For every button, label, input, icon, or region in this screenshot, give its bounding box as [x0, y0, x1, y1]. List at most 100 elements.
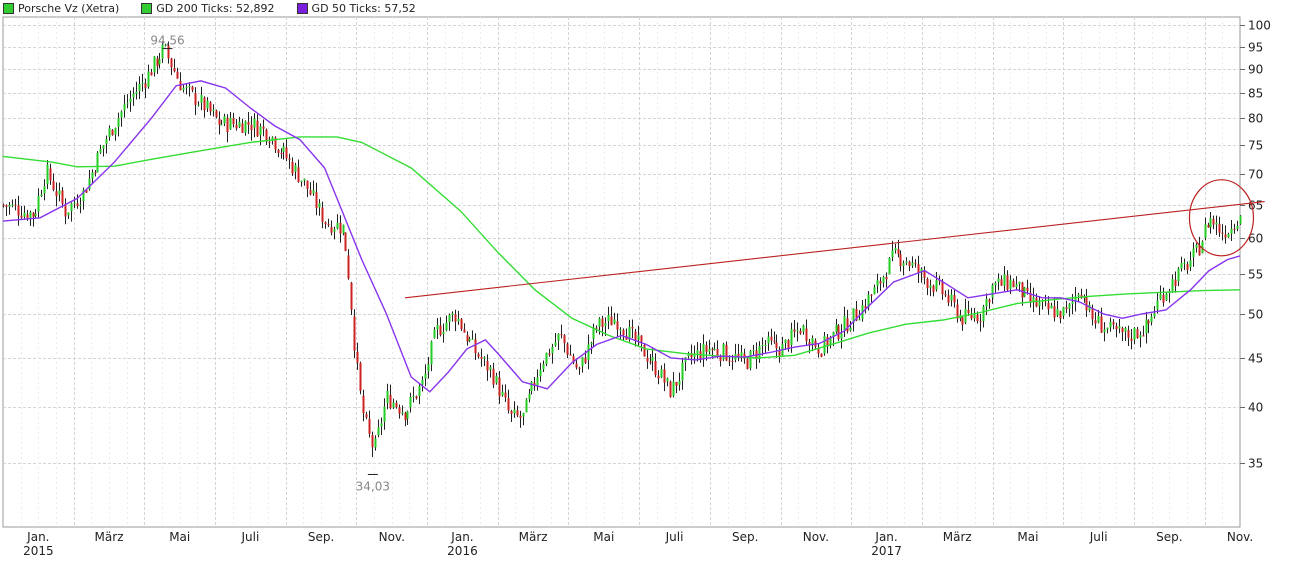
candle-body: [460, 319, 463, 330]
candle-body: [1112, 321, 1115, 325]
candle-body: [722, 343, 725, 360]
candle-body: [265, 129, 268, 142]
candle-body: [170, 58, 173, 68]
candle-body: [894, 248, 897, 251]
candle-body: [581, 357, 584, 367]
x-tick-label: Sep.: [732, 530, 758, 544]
candle-body: [817, 348, 820, 354]
y-tick-label: 70: [1248, 168, 1263, 182]
candle-body: [604, 323, 607, 327]
candle-body: [542, 364, 545, 370]
candle-body: [20, 215, 23, 218]
candle-body: [932, 285, 935, 293]
candle-body: [967, 309, 970, 314]
candle-body: [161, 44, 164, 59]
candle-body: [377, 427, 380, 436]
candle-body: [274, 137, 277, 150]
candle-body: [26, 214, 29, 219]
candle-body: [513, 409, 516, 414]
candle-body: [560, 334, 563, 336]
candle-body: [740, 352, 743, 356]
candle-body: [297, 167, 300, 182]
candle-body: [61, 190, 64, 204]
candle-body: [73, 202, 76, 204]
candle-body: [713, 348, 716, 350]
candle-body: [737, 353, 740, 357]
y-tick-label: 90: [1248, 63, 1263, 77]
chart-legend: Porsche Vz (Xetra) GD 200 Ticks: 52,892 …: [3, 1, 416, 15]
candle-body: [846, 318, 849, 332]
candle-body: [811, 338, 814, 346]
candle-body: [235, 124, 238, 129]
candle-body: [91, 172, 94, 179]
candle-body: [849, 327, 852, 331]
candle-body: [1195, 244, 1198, 248]
candle-body: [1207, 225, 1210, 228]
candle-body: [1000, 279, 1003, 286]
candle-body: [282, 146, 285, 152]
candle-body: [1018, 281, 1021, 285]
candle-body: [158, 59, 161, 65]
candle-body: [256, 120, 259, 137]
candle-body: [1065, 307, 1068, 310]
candle-body: [770, 336, 773, 341]
x-tick-label: Jan.: [450, 530, 473, 544]
candle-body: [920, 269, 923, 273]
candle-body: [277, 149, 280, 153]
candle-body: [666, 378, 669, 382]
candle-body: [206, 100, 209, 109]
candle-body: [129, 98, 132, 103]
candle-body: [864, 306, 867, 309]
candle-body: [719, 356, 722, 361]
candle-body: [1021, 282, 1024, 298]
candle-body: [324, 222, 327, 225]
x-tick-label: Juli: [1089, 530, 1108, 544]
candle-body: [312, 190, 315, 194]
candle-body: [891, 250, 894, 258]
candle-body: [108, 128, 111, 137]
candle-body: [353, 316, 356, 351]
candle-body: [427, 364, 430, 372]
candle-body: [1059, 311, 1062, 319]
candle-body: [773, 340, 776, 342]
candle-body: [545, 352, 548, 364]
candle-body: [1165, 293, 1168, 301]
candle-body: [76, 203, 79, 206]
candle-body: [37, 196, 40, 212]
candle-body: [1145, 319, 1148, 334]
candle-body: [796, 330, 799, 332]
candle-body: [374, 438, 377, 448]
candle-body: [280, 153, 283, 155]
candle-body: [14, 204, 17, 206]
x-year-label: 2016: [447, 544, 478, 558]
legend-label-gd200: GD 200 Ticks: 52,892: [156, 1, 275, 15]
candle-body: [498, 377, 501, 397]
candle-body: [997, 278, 1000, 282]
candle-body: [1115, 325, 1118, 330]
gd50-line: [2, 80, 1241, 393]
candle-body: [563, 335, 566, 344]
candle-body: [646, 357, 649, 362]
candle-body: [533, 382, 536, 386]
candle-body: [11, 204, 14, 206]
candle-body: [309, 190, 312, 195]
candle-body: [1050, 305, 1053, 309]
candle-body: [858, 319, 861, 321]
y-tick-label: 45: [1248, 352, 1263, 366]
y-tick-label: 55: [1248, 268, 1263, 282]
candle-body: [1156, 300, 1159, 310]
candle-body: [607, 315, 610, 322]
candle-body: [973, 314, 976, 319]
candle-body: [424, 373, 427, 379]
candle-body: [114, 127, 117, 135]
candle-body: [291, 161, 294, 174]
candle-body: [49, 168, 52, 181]
candle-body: [1139, 335, 1142, 338]
candle-body: [1150, 316, 1153, 322]
legend-label-price: Porsche Vz (Xetra): [18, 1, 120, 15]
y-tick-label: 75: [1248, 139, 1263, 153]
candle-body: [749, 350, 752, 369]
candle-body: [105, 139, 108, 144]
candle-body: [173, 68, 176, 72]
